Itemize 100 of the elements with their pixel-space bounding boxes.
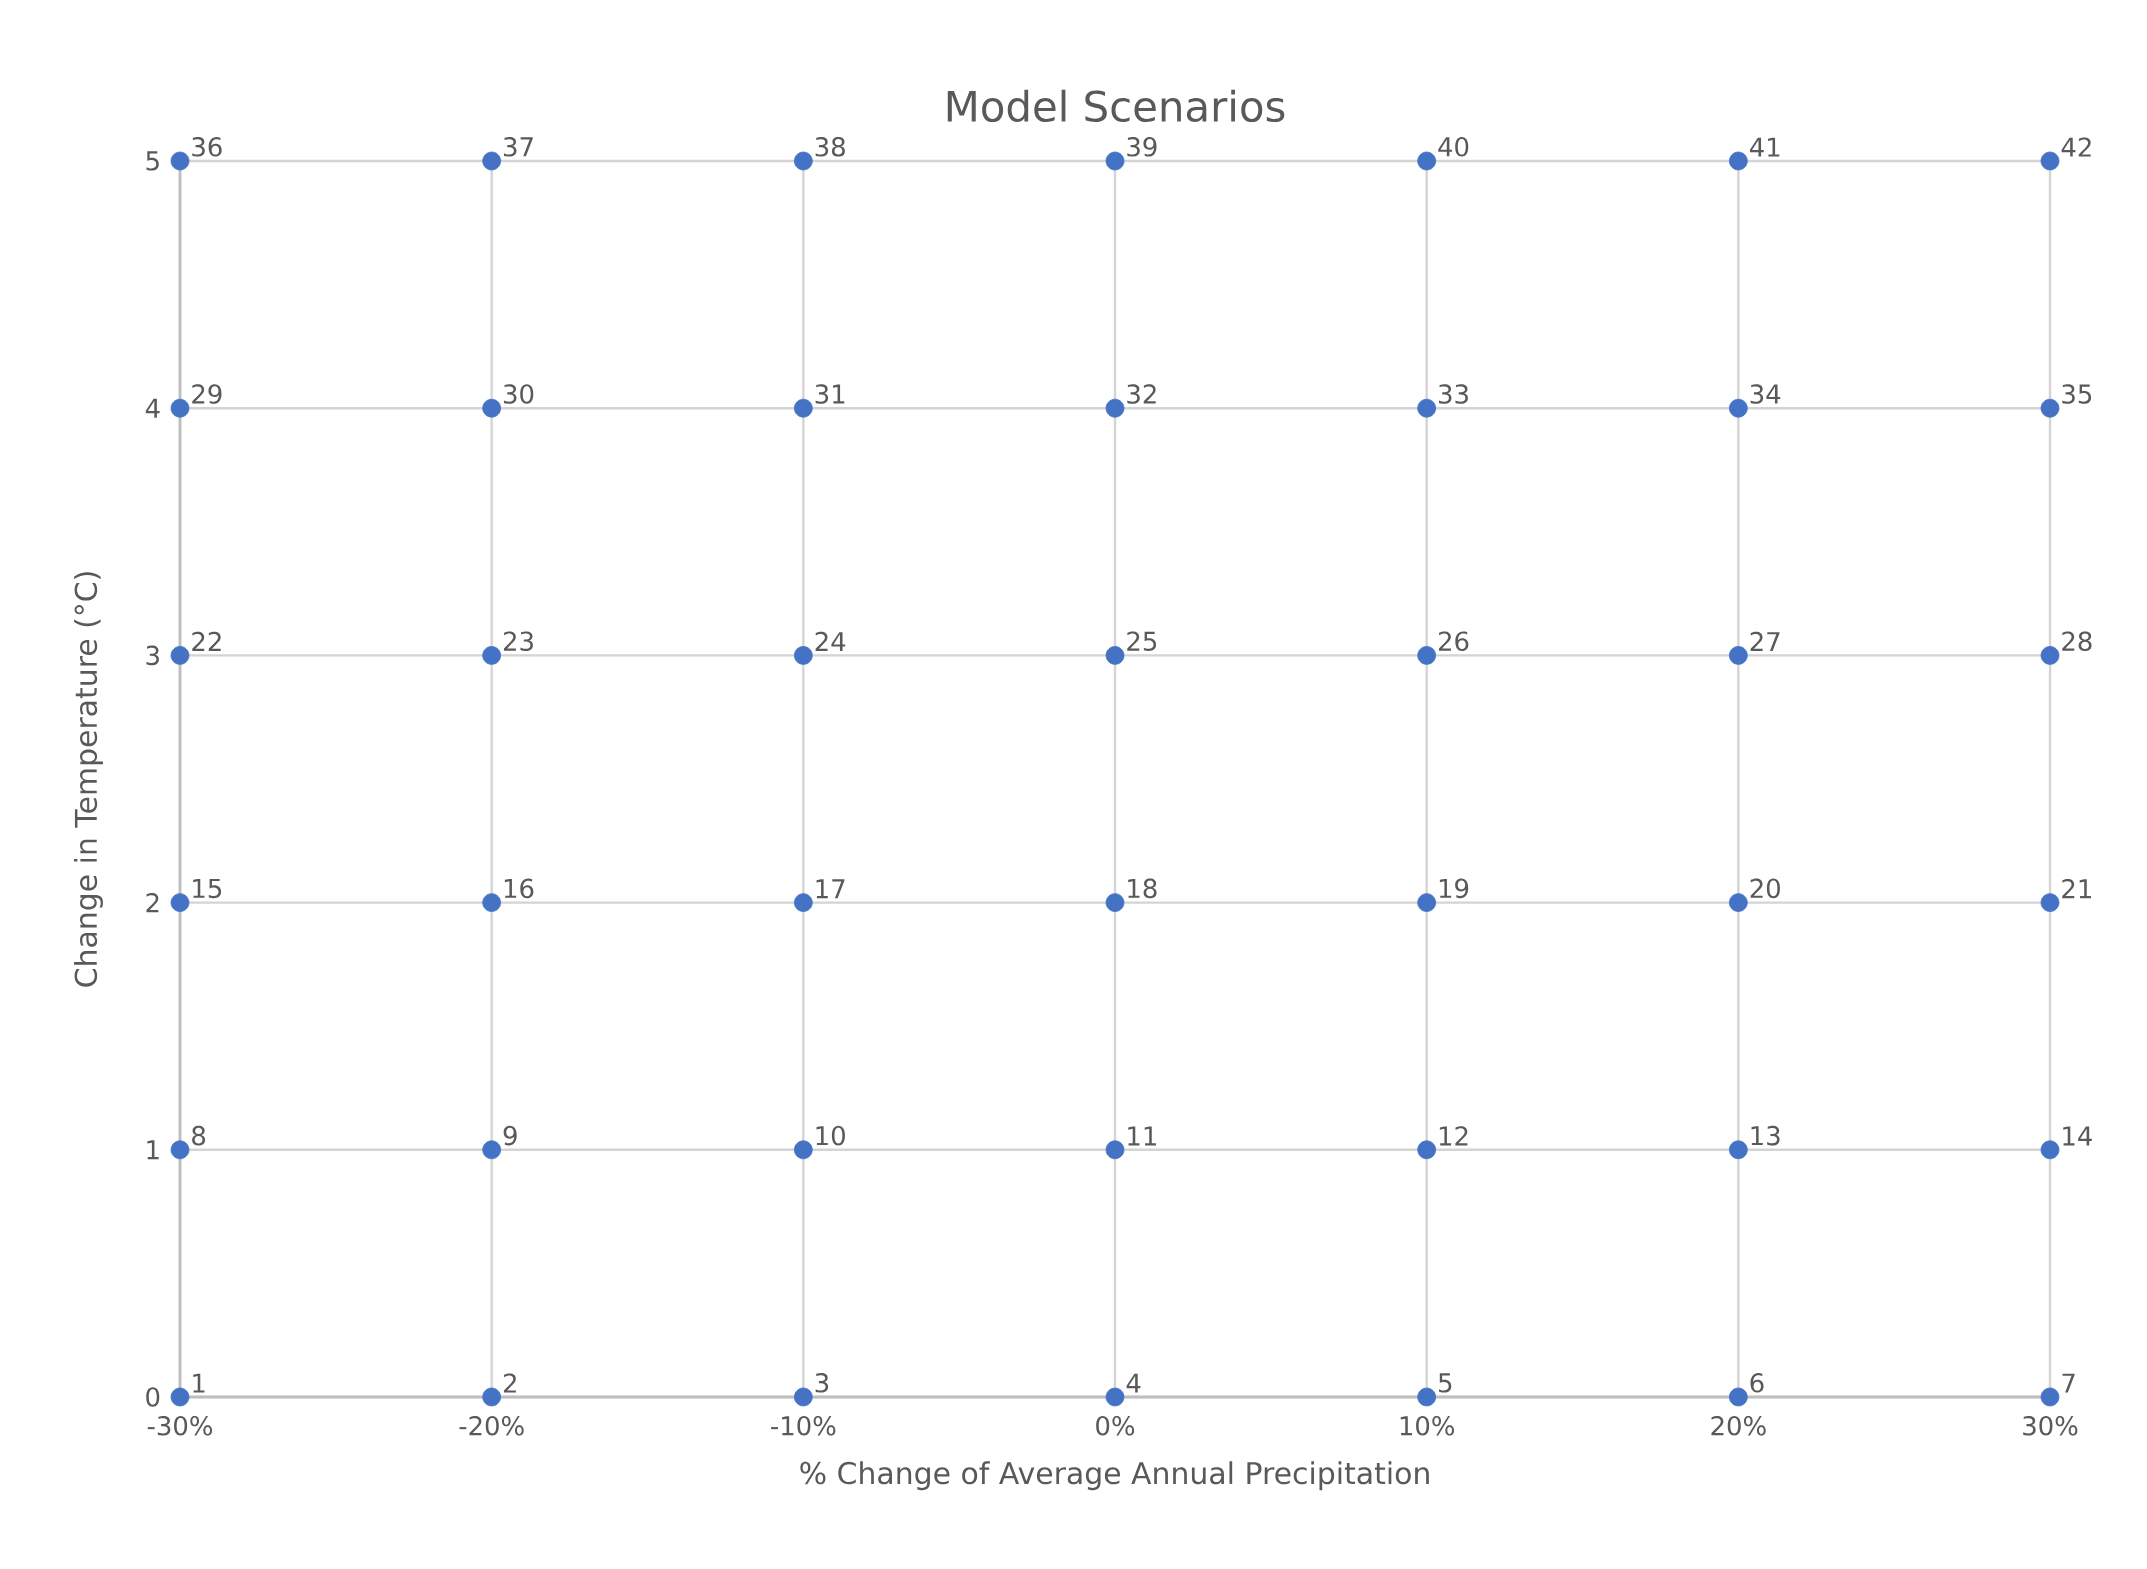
annotation: 6 — [1750, 1373, 1764, 1393]
point — [1417, 1140, 1437, 1160]
annotation: 33 — [1439, 384, 1468, 404]
point — [482, 646, 502, 665]
annotation: 29 — [192, 384, 222, 404]
point — [2040, 646, 2060, 665]
point — [2040, 1140, 2060, 1160]
annotation: 19 — [1439, 878, 1469, 899]
annotation: 15 — [193, 878, 222, 899]
annotation: 34 — [1750, 384, 1781, 404]
annotation: 13 — [1751, 1125, 1780, 1146]
point — [1417, 151, 1437, 171]
y-tick-label: 3 — [146, 645, 159, 666]
point — [482, 398, 502, 418]
annotation: 4 — [1126, 1373, 1141, 1393]
annotation: 2 — [503, 1373, 516, 1393]
annotation: 17 — [816, 879, 845, 899]
x-tick-label: -10% — [771, 1416, 836, 1436]
point — [1105, 151, 1125, 171]
annotation: 25 — [1127, 631, 1157, 652]
annotation: 9 — [503, 1125, 517, 1146]
point — [170, 398, 190, 418]
annotation: 8 — [192, 1125, 206, 1146]
annotation: 11 — [1128, 1126, 1156, 1146]
annotation: 36 — [192, 137, 222, 157]
annotation: 21 — [2062, 878, 2091, 899]
point — [170, 1140, 190, 1160]
annotation: 27 — [1750, 631, 1780, 652]
annotation: 26 — [1438, 631, 1469, 652]
point — [2040, 398, 2060, 418]
x-tick-label: 30% — [2023, 1416, 2078, 1436]
x-tick-label: 10% — [1400, 1416, 1455, 1436]
point — [1728, 646, 1748, 665]
point — [1417, 646, 1437, 665]
annotation: 30 — [504, 384, 534, 404]
point — [1105, 398, 1125, 418]
annotation: 23 — [503, 631, 533, 652]
x-tick-label: -30% — [147, 1416, 213, 1436]
chart-title: Model Scenarios — [947, 89, 1285, 123]
point — [793, 646, 813, 665]
point — [1728, 1387, 1748, 1407]
point — [170, 893, 190, 912]
point — [1417, 1387, 1437, 1407]
point — [2040, 151, 2060, 171]
annotation: 35 — [2062, 384, 2092, 404]
point — [1728, 398, 1748, 418]
point — [1105, 1140, 1125, 1160]
annotation: 7 — [2062, 1373, 2075, 1393]
annotation: 42 — [2061, 137, 2091, 157]
point — [170, 646, 190, 665]
x-tick-label: -20% — [459, 1416, 524, 1436]
annotation: 24 — [815, 631, 846, 652]
point — [482, 151, 502, 171]
y-axis-title: Change in Temperature (°C) — [74, 572, 103, 987]
annotation: 5 — [1439, 1373, 1452, 1393]
point — [1417, 398, 1437, 418]
point — [793, 151, 813, 171]
point — [482, 893, 502, 912]
point — [1728, 1140, 1748, 1160]
y-tick-label: 5 — [146, 151, 159, 171]
annotation: 16 — [504, 878, 534, 899]
annotation: 37 — [504, 137, 533, 157]
point — [2040, 1387, 2060, 1407]
point — [1417, 893, 1437, 912]
annotation: 41 — [1749, 137, 1780, 157]
point — [482, 1140, 502, 1160]
point — [482, 1387, 502, 1407]
annotation: 40 — [1438, 137, 1469, 157]
point — [793, 893, 813, 912]
point — [793, 1140, 813, 1160]
annotation: 10 — [816, 1125, 845, 1146]
point — [170, 151, 190, 171]
y-tick-label: 1 — [147, 1140, 159, 1160]
x-tick-label: 20% — [1711, 1416, 1766, 1436]
point — [793, 1387, 813, 1407]
point — [1728, 151, 1748, 171]
annotation: 20 — [1750, 878, 1780, 899]
annotation: 18 — [1128, 878, 1157, 899]
annotation: 32 — [1127, 384, 1156, 404]
annotation: 39 — [1127, 137, 1157, 157]
x-tick-label: 0% — [1096, 1416, 1135, 1436]
point — [1728, 893, 1748, 912]
y-tick-label: 2 — [146, 892, 159, 913]
point — [2040, 893, 2060, 912]
y-tick-label: 4 — [145, 398, 160, 418]
point — [1105, 1387, 1125, 1407]
annotation: 22 — [192, 631, 221, 652]
annotation: 38 — [815, 137, 845, 157]
y-tick-label: 0 — [146, 1387, 160, 1407]
annotation: 1 — [193, 1373, 205, 1393]
annotation: 14 — [2063, 1126, 2092, 1146]
annotation: 28 — [2062, 631, 2092, 652]
x-axis-title: % Change of Average Annual Precipitation — [800, 1461, 1429, 1491]
point — [170, 1387, 190, 1407]
point — [793, 398, 813, 418]
point — [1105, 646, 1125, 665]
point — [1105, 893, 1125, 912]
annotation: 31 — [815, 384, 845, 404]
annotation: 3 — [815, 1373, 829, 1393]
annotation: 12 — [1439, 1126, 1468, 1146]
